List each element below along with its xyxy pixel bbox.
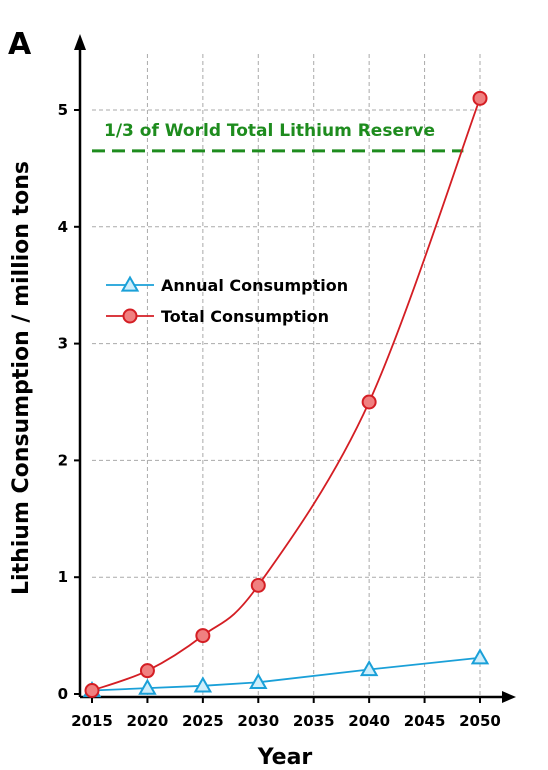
y-tick-label: 3 — [58, 335, 68, 353]
panel-label: A — [8, 27, 32, 62]
y-axis-arrow — [74, 34, 86, 50]
y-tick-labels: 0 1 2 3 4 5 — [58, 101, 80, 703]
y-tick-label: 4 — [58, 218, 68, 236]
annual-consumption-point — [138, 678, 157, 695]
y-tick-label: 1 — [58, 568, 68, 586]
x-axis-arrow — [502, 691, 516, 703]
y-axis-title: Lithium Consumption / million tons — [9, 161, 34, 595]
grid — [92, 54, 484, 696]
axes — [74, 34, 516, 703]
legend-label: Total Consumption — [161, 307, 329, 326]
reference-label: 1/3 of World Total Lithium Reserve — [104, 121, 435, 141]
x-axis-title: Year — [257, 745, 313, 770]
total-consumption-line — [91, 98, 481, 692]
legend: Annual Consumption Total Consumption — [106, 275, 348, 326]
x-tick-label: 2045 — [404, 712, 446, 730]
annual-consumption-point — [249, 672, 268, 689]
x-tick-label: 2020 — [127, 712, 169, 730]
legend-marker-triangle — [120, 275, 140, 292]
x-tick-label: 2040 — [348, 712, 390, 730]
series-group — [82, 90, 490, 698]
total-consumption-point — [472, 90, 488, 106]
x-tick-label: 2030 — [237, 712, 279, 730]
annual-consumption-line — [91, 656, 481, 692]
total-consumption-point — [250, 577, 266, 593]
legend-label: Annual Consumption — [161, 276, 348, 295]
annual-consumption-point — [359, 659, 379, 677]
x-tick-label: 2025 — [182, 712, 224, 730]
x-tick-label: 2050 — [459, 712, 501, 730]
total-consumption-point — [139, 663, 155, 679]
total-consumption-point — [84, 682, 100, 698]
y-tick-label: 0 — [58, 685, 68, 703]
x-tick-label: 2035 — [293, 712, 335, 730]
reference-line-group: 1/3 of World Total Lithium Reserve — [92, 121, 464, 153]
legend-marker-circle — [122, 308, 138, 324]
x-tick-labels: 2015 2020 2025 2030 2035 2040 2045 2050 — [71, 697, 501, 730]
annual-consumption-point — [470, 648, 490, 665]
y-tick-label: 2 — [58, 451, 68, 469]
x-tick-label: 2015 — [71, 712, 113, 730]
total-consumption-point — [361, 394, 377, 410]
total-consumption-point — [195, 628, 211, 644]
y-tick-label: 5 — [58, 101, 68, 119]
annual-consumption-point — [193, 676, 213, 693]
